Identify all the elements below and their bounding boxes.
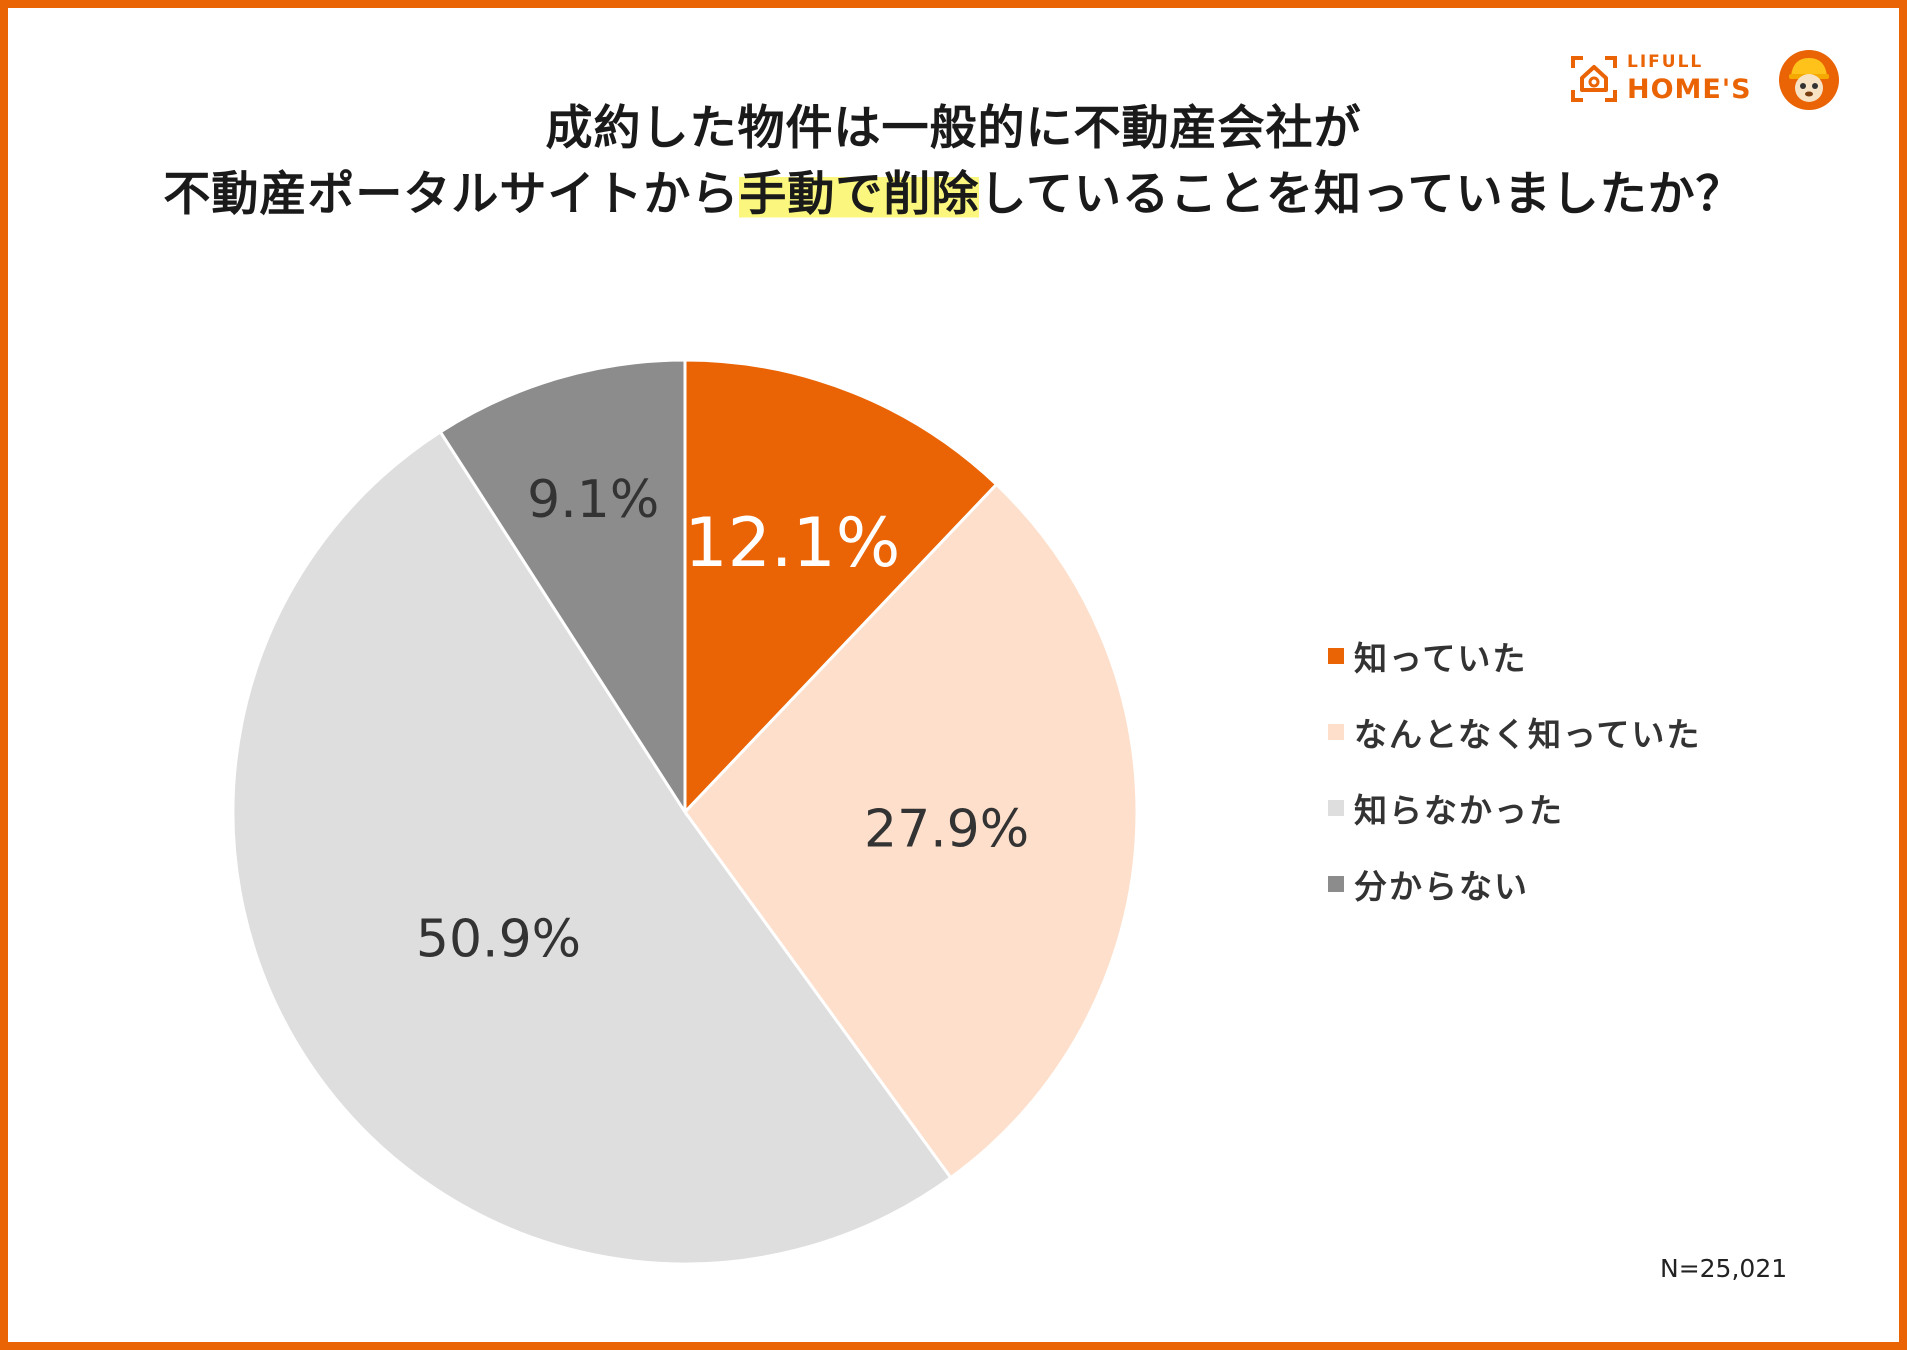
chart-title-line-2-start: 不動産ポータルサイトから [163, 167, 740, 222]
pie-slice-1 [683, 358, 999, 816]
legend-item-4: 分からない [1328, 846, 1701, 922]
pie-slice-label-3: 50.9% [416, 910, 581, 970]
chart-title-line-1: 成約した物件は一般的に不動産会社が [545, 101, 1362, 156]
pie-labels: 12.1% 27.9% 50.9% 9.1% [416, 470, 1029, 970]
legend-item-2: なんとなく知っていた [1328, 694, 1701, 770]
logo-text-lifull: LIFULL [1627, 52, 1704, 72]
legend-label: 知らなかった [1354, 791, 1564, 830]
legend-swatch [1328, 724, 1344, 740]
legend-item-1: 知っていた [1328, 618, 1701, 694]
chart-title: 成約した物件は一般的に不動産会社が 不動産ポータルサイトから手動で削除しているこ… [0, 96, 1907, 228]
legend-swatch [1328, 648, 1344, 664]
chart-title-line-2-end: していることを知っていましたか？ [979, 167, 1744, 222]
legend-swatch [1328, 876, 1344, 892]
lifull-homes-logo: LIFULL HOME'S [1565, 46, 1845, 116]
chart-title-line-2: 不動産ポータルサイトから手動で削除していることを知っていましたか？ [0, 162, 1907, 228]
chart-title-highlight: 手動で削除 [739, 167, 980, 222]
pie-slices [231, 358, 1139, 1266]
pie-slice-label-1: 12.1% [684, 504, 900, 583]
legend-label: 知っていた [1354, 639, 1528, 678]
pie-slice-4 [438, 358, 687, 818]
legend-label: 分からない [1354, 867, 1529, 906]
pie-slice-2 [683, 482, 1139, 1180]
sample-size-note: N=25,021 [1660, 1254, 1788, 1283]
pie-slice-3 [231, 429, 953, 1266]
pie-slice-label-4: 9.1% [527, 470, 659, 530]
mascot-icon [1779, 50, 1839, 110]
legend-item-3: 知らなかった [1328, 770, 1701, 846]
legend: 知っていたなんとなく知っていた 知らなかった 分からない [1328, 618, 1701, 922]
legend-swatch [1328, 800, 1344, 816]
logo-text-homes: HOME'S [1627, 74, 1752, 105]
legend-label: なんとなく知っていた [1354, 715, 1702, 754]
pie-slice-label-2: 27.9% [864, 799, 1029, 859]
house-icon [1571, 56, 1617, 102]
